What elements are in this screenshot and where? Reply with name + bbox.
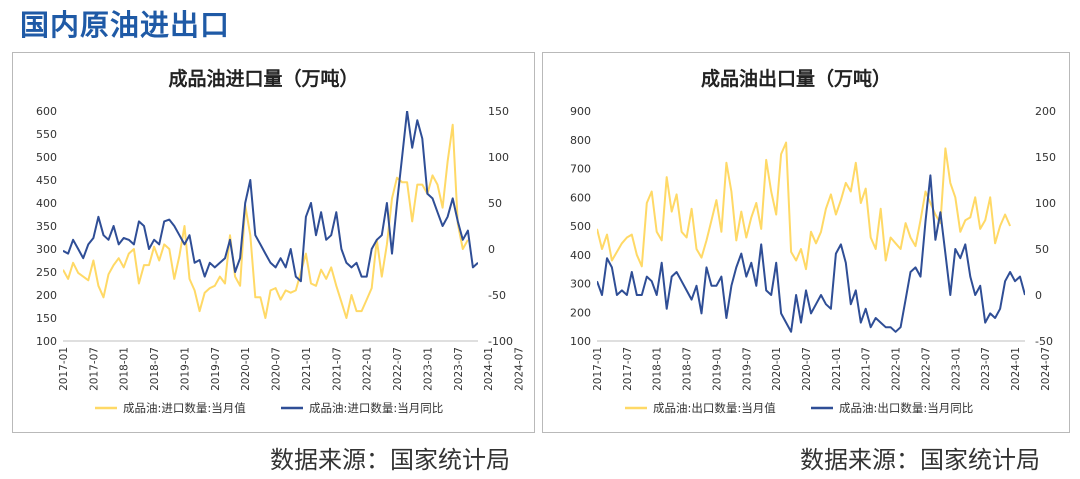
export-chart: 成品油出口量（万吨）100200300400500600700800900-50… bbox=[570, 67, 1056, 415]
x-axis-tick-label: 2024-07 bbox=[513, 347, 525, 391]
legend-label: 成品油:进口数量:当月同比 bbox=[309, 401, 443, 415]
right-axis-tick-label: -50 bbox=[488, 289, 506, 302]
x-axis-tick-label: 2022-07 bbox=[392, 347, 404, 391]
x-axis-tick-label: 2021-07 bbox=[331, 347, 343, 391]
x-axis-tick-label: 2022-01 bbox=[891, 347, 903, 391]
series-line-yoy bbox=[597, 174, 1025, 333]
left-axis-tick-label: 500 bbox=[570, 220, 591, 233]
left-axis-tick-label: 350 bbox=[36, 220, 57, 233]
series-line-yoy bbox=[63, 111, 478, 283]
x-axis-tick-label: 2018-01 bbox=[119, 347, 131, 391]
right-axis-tick-label: 150 bbox=[1035, 151, 1056, 164]
right-axis-tick-label: 50 bbox=[488, 197, 502, 210]
x-axis-tick-label: 2024-01 bbox=[483, 347, 495, 391]
x-axis-tick-label: 2019-01 bbox=[711, 347, 723, 391]
right-axis-tick-label: -50 bbox=[1035, 335, 1053, 348]
left-axis-tick-label: 250 bbox=[36, 266, 57, 279]
x-axis-tick-label: 2022-01 bbox=[362, 347, 374, 391]
x-axis-tick-label: 2023-07 bbox=[453, 347, 465, 391]
x-axis-tick-label: 2017-07 bbox=[622, 347, 634, 391]
x-axis-tick-label: 2023-07 bbox=[980, 347, 992, 391]
left-axis-tick-label: 600 bbox=[570, 191, 591, 204]
page-title: 国内原油进出口 bbox=[20, 8, 231, 42]
left-axis-tick-label: 800 bbox=[570, 134, 591, 147]
x-axis-tick-label: 2019-07 bbox=[210, 347, 222, 391]
series-line-monthly-value bbox=[597, 141, 1012, 271]
x-axis-tick-label: 2021-01 bbox=[301, 347, 313, 391]
left-axis-tick-label: 150 bbox=[36, 312, 57, 325]
x-axis-tick-label: 2018-07 bbox=[149, 347, 161, 391]
left-axis-tick-label: 100 bbox=[570, 335, 591, 348]
right-axis-tick-label: 0 bbox=[1035, 289, 1042, 302]
left-axis-tick-label: 700 bbox=[570, 163, 591, 176]
series-line-monthly-value bbox=[63, 123, 469, 319]
left-axis-tick-label: 100 bbox=[36, 335, 57, 348]
x-axis-tick-label: 2020-01 bbox=[771, 347, 783, 391]
x-axis-tick-label: 2019-07 bbox=[741, 347, 753, 391]
x-axis-tick-label: 2023-01 bbox=[950, 347, 962, 391]
x-axis-tick-label: 2017-01 bbox=[592, 347, 604, 391]
x-axis-tick-label: 2017-07 bbox=[88, 347, 100, 391]
left-axis-tick-label: 600 bbox=[36, 105, 57, 118]
right-axis-tick-label: 150 bbox=[488, 105, 509, 118]
left-axis-tick-label: 550 bbox=[36, 128, 57, 141]
left-axis-tick-label: 200 bbox=[36, 289, 57, 302]
x-axis-tick-label: 2018-01 bbox=[652, 347, 664, 391]
left-axis-tick-label: 400 bbox=[570, 249, 591, 262]
chart-title: 成品油出口量（万吨） bbox=[701, 67, 891, 90]
right-axis-tick-label: 100 bbox=[488, 151, 509, 164]
left-axis-tick-label: 500 bbox=[36, 151, 57, 164]
x-axis-tick-label: 2019-01 bbox=[179, 347, 191, 391]
right-axis-tick-label: 100 bbox=[1035, 197, 1056, 210]
source-right: 数据来源：国家统计局 bbox=[800, 446, 1040, 474]
x-axis-tick-label: 2024-07 bbox=[1040, 347, 1052, 391]
x-axis-tick-label: 2021-01 bbox=[831, 347, 843, 391]
x-axis-tick-label: 2021-07 bbox=[861, 347, 873, 391]
right-axis-tick-label: -100 bbox=[488, 335, 513, 348]
legend-label: 成品油:出口数量:当月同比 bbox=[839, 401, 973, 415]
legend-label: 成品油:出口数量:当月值 bbox=[653, 401, 776, 415]
x-axis-tick-label: 2024-01 bbox=[1010, 347, 1022, 391]
import-chart-panel: 成品油进口量（万吨） 100 150 200 250 300 350 400 450 500 550… bbox=[12, 52, 535, 433]
x-axis-tick-label: 2018-07 bbox=[682, 347, 694, 391]
x-axis-tick-label: 2020-07 bbox=[801, 347, 813, 391]
left-axis-tick-label: 900 bbox=[570, 105, 591, 118]
right-axis-tick-label: 0 bbox=[488, 243, 495, 256]
chart-title: 成品油进口量（万吨） bbox=[168, 67, 358, 90]
import-chart: 成品油进口量（万吨）100150200250300350400450500550… bbox=[36, 67, 525, 415]
x-axis-tick-label: 2022-07 bbox=[920, 347, 932, 391]
left-axis-tick-label: 400 bbox=[36, 197, 57, 210]
x-axis-tick-label: 2020-01 bbox=[240, 347, 252, 391]
source-left: 数据来源：国家统计局 bbox=[270, 446, 510, 474]
right-axis-tick-label: 50 bbox=[1035, 243, 1049, 256]
export-chart-panel: 成品油出口量（万吨） 100 200 300 400 500 600 700 800 900 -50… bbox=[542, 52, 1070, 433]
x-axis-tick-label: 2023-01 bbox=[422, 347, 434, 391]
right-axis-tick-label: 200 bbox=[1035, 105, 1056, 118]
x-axis-tick-label: 2020-07 bbox=[271, 347, 283, 391]
legend-label: 成品油:进口数量:当月值 bbox=[123, 401, 246, 415]
left-axis-tick-label: 450 bbox=[36, 174, 57, 187]
x-axis-tick-label: 2017-01 bbox=[58, 347, 70, 391]
left-axis-tick-label: 300 bbox=[570, 278, 591, 291]
left-axis-tick-label: 200 bbox=[570, 306, 591, 319]
left-axis-tick-label: 300 bbox=[36, 243, 57, 256]
